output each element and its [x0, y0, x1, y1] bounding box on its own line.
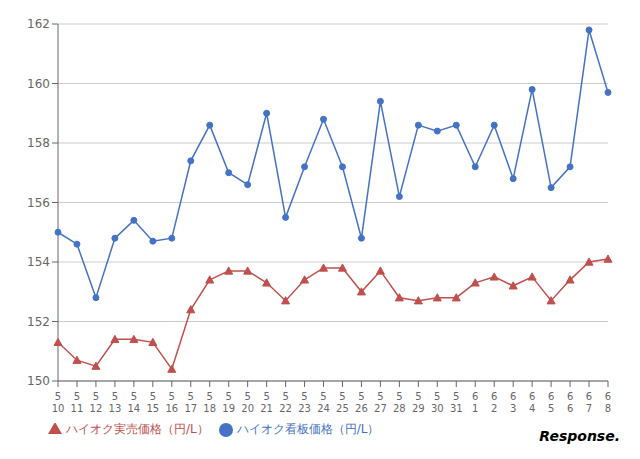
svg-text:524: 524 — [317, 391, 330, 414]
svg-text:152: 152 — [27, 315, 50, 329]
svg-text:68: 68 — [605, 391, 611, 414]
svg-text:516: 516 — [165, 391, 178, 414]
svg-text:531: 531 — [450, 391, 463, 414]
svg-text:530: 530 — [431, 391, 444, 414]
svg-text:158: 158 — [27, 136, 50, 150]
svg-text:527: 527 — [374, 391, 387, 414]
svg-text:66: 66 — [567, 391, 573, 414]
svg-text:162: 162 — [27, 17, 50, 31]
svg-text:150: 150 — [27, 374, 50, 388]
svg-text:156: 156 — [27, 196, 50, 210]
svg-text:160: 160 — [27, 77, 50, 91]
svg-text:520: 520 — [241, 391, 254, 414]
svg-text:513: 513 — [109, 391, 122, 414]
svg-text:510: 510 — [52, 391, 65, 414]
svg-text:62: 62 — [491, 391, 497, 414]
svg-text:523: 523 — [298, 391, 311, 414]
svg-text:512: 512 — [90, 391, 103, 414]
svg-text:526: 526 — [355, 391, 368, 414]
html-text:ハイオク看板価格（円/L）: ハイオク看板価格（円/L） — [236, 422, 380, 436]
html-text:ハイオク実売価格（円/L）: ハイオク実売価格（円/L） — [66, 422, 209, 436]
svg-text:154: 154 — [27, 255, 50, 269]
svg-text:519: 519 — [222, 391, 235, 414]
html-text:Response.: Response. — [539, 428, 620, 444]
svg-text:528: 528 — [393, 391, 406, 414]
svg-text:63: 63 — [510, 391, 516, 414]
svg-text:525: 525 — [336, 391, 349, 414]
svg-text:518: 518 — [203, 391, 216, 414]
svg-text:517: 517 — [184, 391, 197, 414]
svg-text:61: 61 — [472, 391, 478, 414]
svg-text:522: 522 — [279, 391, 292, 414]
svg-text:64: 64 — [529, 391, 535, 414]
svg-text:67: 67 — [586, 391, 592, 414]
svg-text:65: 65 — [548, 391, 554, 414]
svg-text:529: 529 — [412, 391, 425, 414]
svg-text:511: 511 — [71, 391, 84, 414]
svg-text:521: 521 — [260, 391, 273, 414]
svg-text:514: 514 — [127, 391, 140, 414]
svg-text:515: 515 — [146, 391, 159, 414]
